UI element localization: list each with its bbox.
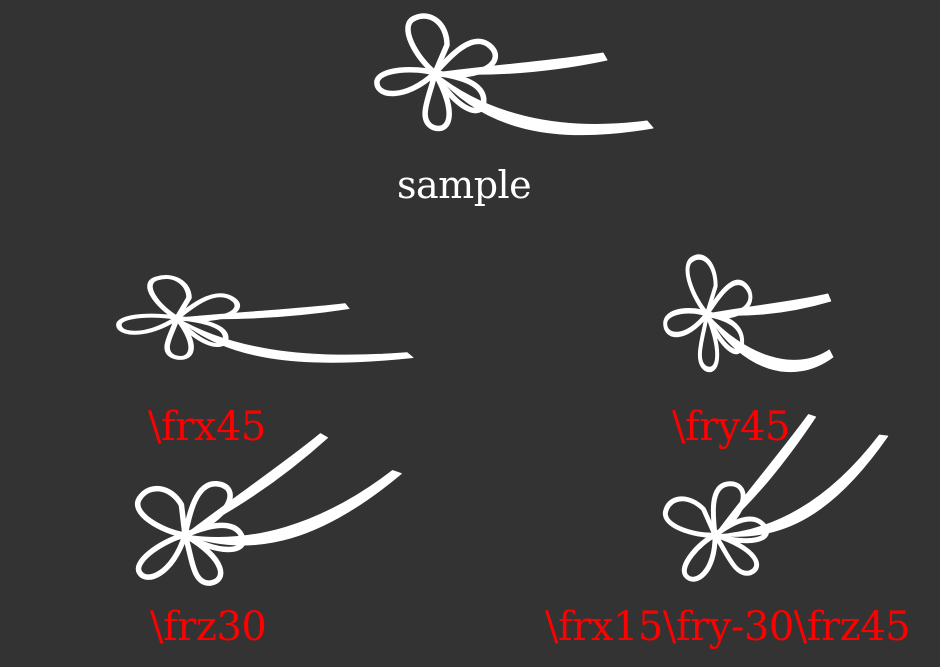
flower-frz30-icon [135,433,402,586]
transform-label-frx45: \frx45 [148,404,266,450]
flower-frx45-icon [116,275,414,363]
flower-combo-icon [662,414,889,582]
flower-sample-icon [374,13,654,136]
transform-label-fry45: \fry45 [672,404,790,450]
sample-label: sample [397,163,532,207]
transform-label-frz30: \frz30 [150,604,267,650]
transform-label-combo: \frx15\fry-30\frz45 [545,604,911,650]
flower-fry45-icon [663,254,834,373]
